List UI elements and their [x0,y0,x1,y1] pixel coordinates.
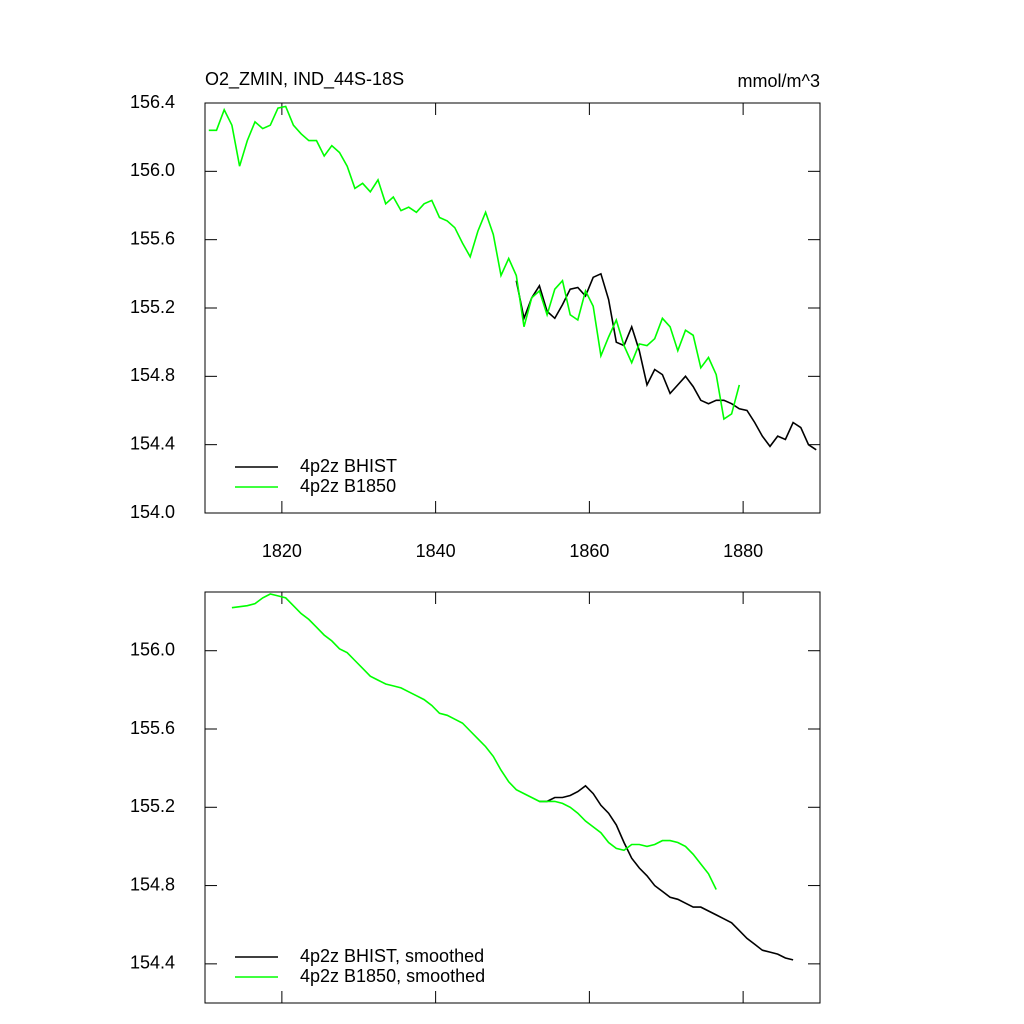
y-tick-label: 156.0 [130,639,175,659]
y-tick-label: 155.6 [130,228,175,248]
y-tick-label: 154.4 [130,953,175,973]
y-tick-label: 154.8 [130,874,175,894]
y-tick-label: 154.4 [130,433,175,453]
x-tick-label: 1820 [262,541,302,561]
y-tick-label: 156.4 [130,92,175,112]
x-tick-label: 1860 [569,541,609,561]
plot-frame [204,591,821,1004]
legend-label: 4p2z BHIST [300,456,397,476]
legend-label: 4p2z B1850 [300,476,396,496]
y-tick-label: 155.6 [130,718,175,738]
legend-label: 4p2z BHIST, smoothed [300,946,484,966]
y-tick-label: 154.0 [130,502,175,522]
data-line [231,593,717,890]
data-line [515,272,817,451]
y-tick-label: 156.0 [130,160,175,180]
legend-label: 4p2z B1850, smoothed [300,966,485,986]
y-tick-label: 155.2 [130,297,175,317]
data-line [539,784,794,961]
x-tick-label: 1840 [416,541,456,561]
y-tick-label: 155.2 [130,796,175,816]
data-line [208,105,741,421]
plot-frame [204,102,821,514]
unit-label: mmol/m^3 [738,71,820,91]
x-tick-label: 1880 [723,541,763,561]
y-tick-label: 154.8 [130,365,175,385]
chart-title: O2_ZMIN, IND_44S-18S [205,69,404,90]
